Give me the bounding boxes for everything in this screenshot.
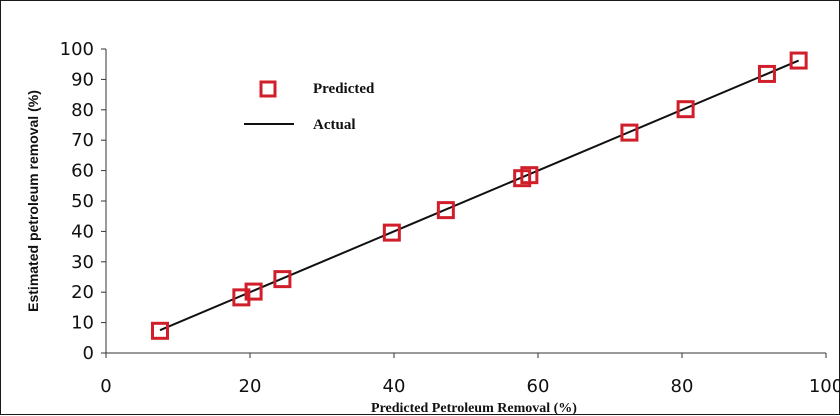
predicted-point <box>273 270 292 289</box>
predicted-point <box>676 100 695 119</box>
predicted-point <box>520 166 539 185</box>
y-tick-label: 0 <box>83 343 94 364</box>
predicted-point <box>620 123 639 142</box>
predicted-point <box>382 223 401 242</box>
legend: Predicted Actual <box>244 80 375 133</box>
axes <box>101 48 827 358</box>
legend-actual-label: Actual <box>313 117 356 133</box>
x-tick-label: 100 <box>809 376 840 397</box>
y-axis-label: Estimated petroleum removal (%) <box>25 90 41 312</box>
actual-series-line <box>159 59 800 332</box>
actual-line <box>159 59 800 332</box>
y-tick-label: 80 <box>71 100 94 121</box>
y-tick-label: 30 <box>71 252 94 273</box>
y-tick-label: 10 <box>71 313 94 334</box>
predicted-point <box>151 321 169 340</box>
x-tick-labels: 0 20 40 60 80 100 <box>100 376 840 397</box>
predicted-series-points <box>151 51 808 340</box>
predicted-point <box>436 201 455 220</box>
predicted-point <box>244 282 263 301</box>
x-tick-label: 60 <box>527 376 550 397</box>
y-tick-label: 20 <box>71 282 94 303</box>
x-tick-label: 20 <box>239 376 262 397</box>
predicted-point <box>232 288 251 307</box>
legend-predicted-label: Predicted <box>313 81 375 97</box>
y-tick-label: 50 <box>71 191 94 212</box>
y-tick-label: 40 <box>71 221 94 242</box>
x-tick-label: 0 <box>100 376 111 397</box>
y-tick-label: 70 <box>71 130 94 151</box>
y-tick-label: 90 <box>71 69 94 90</box>
y-tick-labels: 0 10 20 30 40 50 60 70 80 90 100 <box>60 39 94 364</box>
x-tick-label: 40 <box>383 376 406 397</box>
y-tick-label: 100 <box>60 39 94 60</box>
predicted-point <box>757 64 776 83</box>
y-tick-label: 60 <box>71 161 94 182</box>
predicted-point <box>789 51 808 70</box>
legend-predicted-marker <box>259 80 277 98</box>
x-axis-label: Predicted Petroleum Removal (%) <box>371 401 577 416</box>
x-tick-label: 80 <box>671 376 694 397</box>
